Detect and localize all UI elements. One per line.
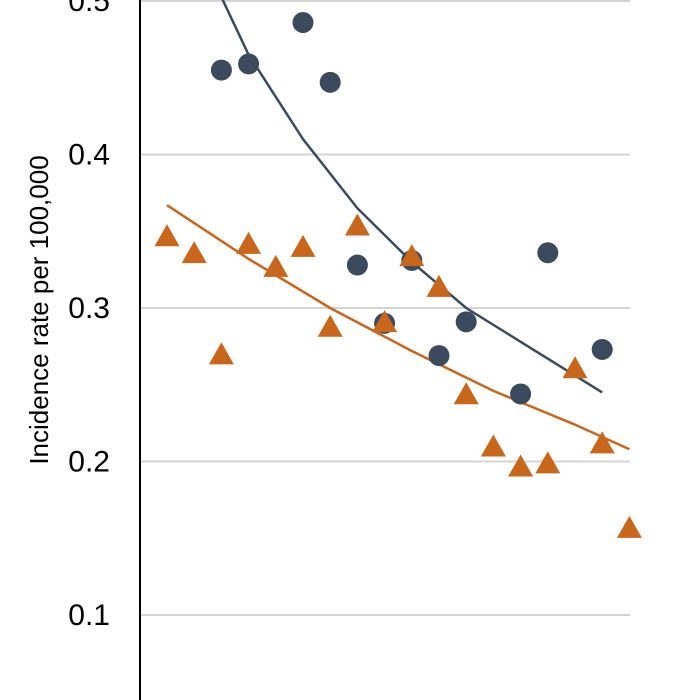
data-point-series-2 — [535, 451, 561, 474]
trend-line-series-2 — [166, 204, 630, 451]
data-point-series-2 — [344, 213, 370, 236]
y-tick-label: 0.2 — [68, 446, 110, 479]
data-point-series-1 — [510, 383, 532, 405]
data-point-series-2 — [399, 244, 425, 267]
data-point-series-2 — [616, 515, 642, 538]
data-point-series-1 — [428, 345, 450, 367]
data-point-series-1 — [292, 11, 314, 33]
y-tick-labels: 0.1 0.2 0.3 0.4 0.5 — [68, 0, 110, 632]
y-tick-label: 0.1 — [68, 599, 110, 632]
y-tick-label: 0.5 — [68, 0, 110, 18]
data-points — [154, 11, 642, 538]
data-point-series-1 — [455, 311, 477, 333]
data-point-series-2 — [426, 274, 452, 297]
data-point-series-2 — [317, 314, 343, 337]
y-axis-label: Incidence rate per 100,000 — [24, 155, 54, 464]
data-point-series-1 — [591, 338, 613, 360]
data-point-series-1 — [238, 53, 260, 75]
data-point-series-2 — [589, 431, 615, 454]
trend-lines — [166, 0, 630, 451]
y-tick-label: 0.4 — [68, 139, 110, 172]
data-point-series-2 — [263, 254, 289, 277]
data-point-series-2 — [181, 241, 207, 264]
data-point-series-2 — [372, 310, 398, 333]
data-point-series-2 — [508, 454, 534, 477]
y-tick-label: 0.3 — [68, 292, 110, 325]
data-point-series-2 — [290, 234, 316, 257]
data-point-series-1 — [537, 242, 559, 264]
data-point-series-1 — [210, 59, 232, 81]
data-point-series-2 — [208, 342, 234, 365]
data-point-series-1 — [319, 71, 341, 93]
data-point-series-2 — [453, 382, 479, 405]
gridlines — [140, 0, 630, 616]
data-point-series-2 — [562, 356, 588, 379]
data-point-series-1 — [346, 254, 368, 276]
data-point-series-2 — [480, 434, 506, 457]
data-point-series-2 — [154, 224, 180, 247]
data-point-series-2 — [236, 231, 262, 254]
